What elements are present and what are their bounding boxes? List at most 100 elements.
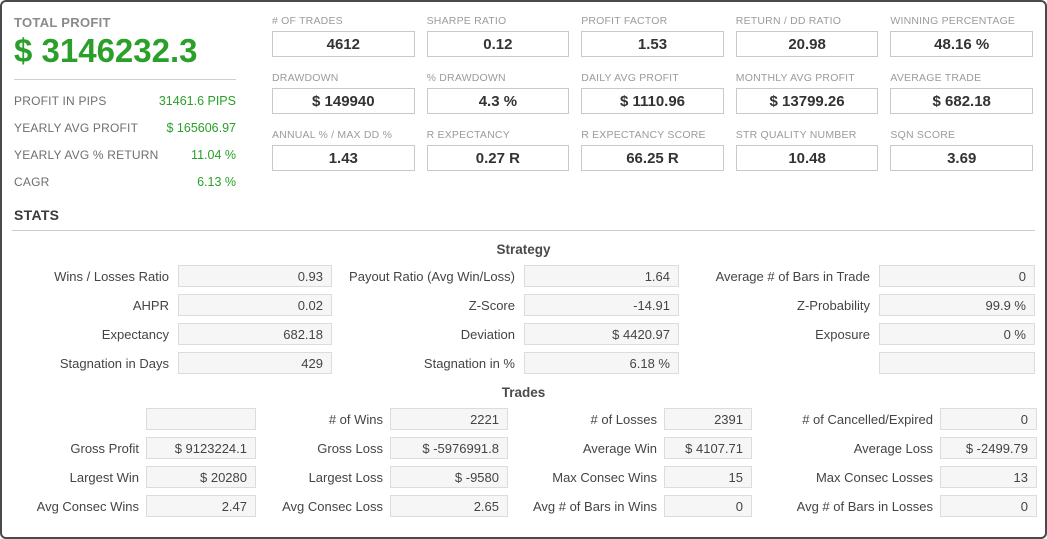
stat-label: Gross Profit: [70, 440, 139, 456]
metric-label: DAILY AVG PROFIT: [581, 72, 679, 84]
metric-value-box: 3.69: [890, 145, 1033, 171]
metric-label: % DRAWDOWN: [426, 72, 506, 84]
section-divider: [12, 230, 1035, 231]
stat-label: Avg Consec Wins: [36, 498, 139, 514]
stat-value: -14.91: [633, 297, 670, 313]
summary-divider: [14, 79, 236, 80]
metric-label: SQN SCORE: [890, 129, 956, 141]
metric-cell: SHARPE RATIO 0.12: [426, 15, 570, 57]
stat-label: Max Consec Wins: [552, 469, 657, 485]
stat-value-box: 1.64: [524, 265, 679, 287]
stat-value-box: $ -5976991.8: [390, 437, 508, 459]
stat-value: 2.65: [473, 498, 499, 514]
profit-summary-panel: TOTAL PROFIT $ 3146232.3 PROFIT IN PIPS …: [14, 15, 254, 195]
stat-label: Gross Loss: [317, 440, 383, 456]
stat-value-box: 99.9 %: [879, 294, 1035, 316]
metric-value-box: 4.3 %: [426, 88, 570, 114]
metric-value: $ 682.18: [932, 92, 991, 110]
stat-value-box: $ 4107.71: [664, 437, 752, 459]
stat-value: $ 9123224.1: [174, 440, 247, 456]
stat-value: 682.18: [283, 326, 323, 342]
stat-label: Largest Win: [69, 469, 139, 485]
metric-cell: SQN SCORE 3.69: [890, 129, 1033, 171]
metric-cell: WINNING PERCENTAGE 48.16 %: [890, 15, 1033, 57]
stat-value: 15: [728, 469, 743, 485]
stat-label: Average # of Bars in Trade: [715, 268, 870, 284]
metric-cell: PROFIT FACTOR 1.53: [581, 15, 724, 57]
metric-value: 3.69: [947, 149, 977, 167]
stat-value-box: 2.65: [390, 495, 508, 517]
summary-row: YEARLY AVG % RETURN 11.04 %: [14, 141, 236, 168]
summary-row-value: 6.13 %: [197, 174, 236, 189]
stat-value-box: [879, 352, 1035, 374]
stat-value-box: $ 9123224.1: [146, 437, 256, 459]
metric-label: R EXPECTANCY: [426, 129, 510, 141]
stat-label: Average Loss: [853, 440, 933, 456]
stat-label: Exposure: [815, 326, 870, 342]
metric-cell: R EXPECTANCY SCORE 66.25 R: [581, 129, 724, 171]
metric-cell: AVERAGE TRADE $ 682.18: [890, 72, 1033, 114]
stat-value: 2.47: [221, 498, 247, 514]
total-profit-value: $ 3146232.3: [14, 32, 198, 69]
trades-stats-grid: # of Wins 2221 # of Losses 2391 # of Can…: [14, 408, 1037, 517]
summary-row-value: 31461.6 PIPS: [158, 93, 236, 108]
stat-value-box: 0: [664, 495, 752, 517]
summary-row-label: YEARLY AVG % RETURN: [14, 147, 159, 162]
stat-label: Largest Loss: [308, 469, 383, 485]
stats-heading: STATS: [14, 207, 60, 223]
stat-value: 6.18 %: [629, 355, 670, 371]
stat-value: $ -9580: [454, 469, 499, 485]
stat-value-box: 2221: [390, 408, 508, 430]
metric-value: 66.25 R: [626, 149, 679, 167]
metric-value: 0.27 R: [475, 149, 520, 167]
stat-label: Average Win: [582, 440, 657, 456]
metric-cell: RETURN / DD RATIO 20.98: [735, 15, 879, 57]
stat-label: Z-Score: [468, 297, 515, 313]
metric-value-box: 10.48: [735, 145, 879, 171]
stat-value-box: $ -2499.79: [940, 437, 1037, 459]
stat-value: $ -2499.79: [965, 440, 1028, 456]
metric-value: $ 1110.96: [619, 92, 686, 110]
stat-label: Payout Ratio (Avg Win/Loss): [349, 268, 515, 284]
metric-cell: R EXPECTANCY 0.27 R: [426, 129, 570, 171]
summary-row-value: $ 165606.97: [166, 120, 236, 135]
metric-label: R EXPECTANCY SCORE: [581, 129, 706, 141]
stat-value: $ -5976991.8: [422, 440, 499, 456]
stat-value-box: 429: [178, 352, 332, 374]
metric-label: STR QUALITY NUMBER: [735, 129, 857, 141]
stat-value-box: 0: [940, 408, 1037, 430]
stat-value: 0: [1020, 411, 1028, 427]
stat-value: 99.9 %: [985, 297, 1026, 313]
metrics-grid: # OF TRADES 4612 SHARPE RATIO 0.12 PROFI…: [272, 15, 1033, 195]
stat-value: $ 4107.71: [685, 440, 743, 456]
summary-row: CAGR 6.13 %: [14, 168, 236, 195]
stat-value-box: [146, 408, 256, 430]
stat-label: Stagnation in Days: [59, 355, 169, 371]
stat-value-box: 0 %: [879, 323, 1035, 345]
metric-cell: % DRAWDOWN 4.3 %: [426, 72, 570, 114]
metric-value-box: 4612: [272, 31, 415, 57]
metric-value: 1.43: [328, 149, 358, 167]
stat-value-box: $ 4420.97: [524, 323, 679, 345]
strategy-section-title: Strategy: [496, 242, 551, 257]
strategy-stats-grid: Wins / Losses Ratio 0.93 Payout Ratio (A…: [14, 265, 1035, 374]
metric-value-box: $ 1110.96: [581, 88, 724, 114]
metric-value: 4612: [326, 35, 360, 53]
metric-cell: DRAWDOWN $ 149940: [272, 72, 415, 114]
stat-value-box: 0.02: [178, 294, 332, 316]
summary-row-label: PROFIT IN PIPS: [14, 93, 107, 108]
metric-value-box: 0.12: [426, 31, 570, 57]
metric-label: # OF TRADES: [272, 15, 343, 27]
summary-row-label: YEARLY AVG PROFIT: [14, 120, 139, 135]
metric-label: WINNING PERCENTAGE: [890, 15, 1016, 27]
metric-label: PROFIT FACTOR: [581, 15, 668, 27]
stat-value-box: -14.91: [524, 294, 679, 316]
stat-value-box: 2391: [664, 408, 752, 430]
metric-value: 4.3 %: [478, 92, 518, 110]
stat-label: Avg # of Bars in Wins: [532, 498, 657, 514]
stat-value-box: 15: [664, 466, 752, 488]
metric-value-box: $ 13799.26: [735, 88, 879, 114]
stat-label: Expectancy: [101, 326, 169, 342]
metric-cell: # OF TRADES 4612: [272, 15, 415, 57]
